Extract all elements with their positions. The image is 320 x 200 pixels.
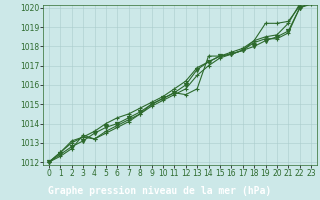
Text: Graphe pression niveau de la mer (hPa): Graphe pression niveau de la mer (hPa): [48, 186, 272, 196]
